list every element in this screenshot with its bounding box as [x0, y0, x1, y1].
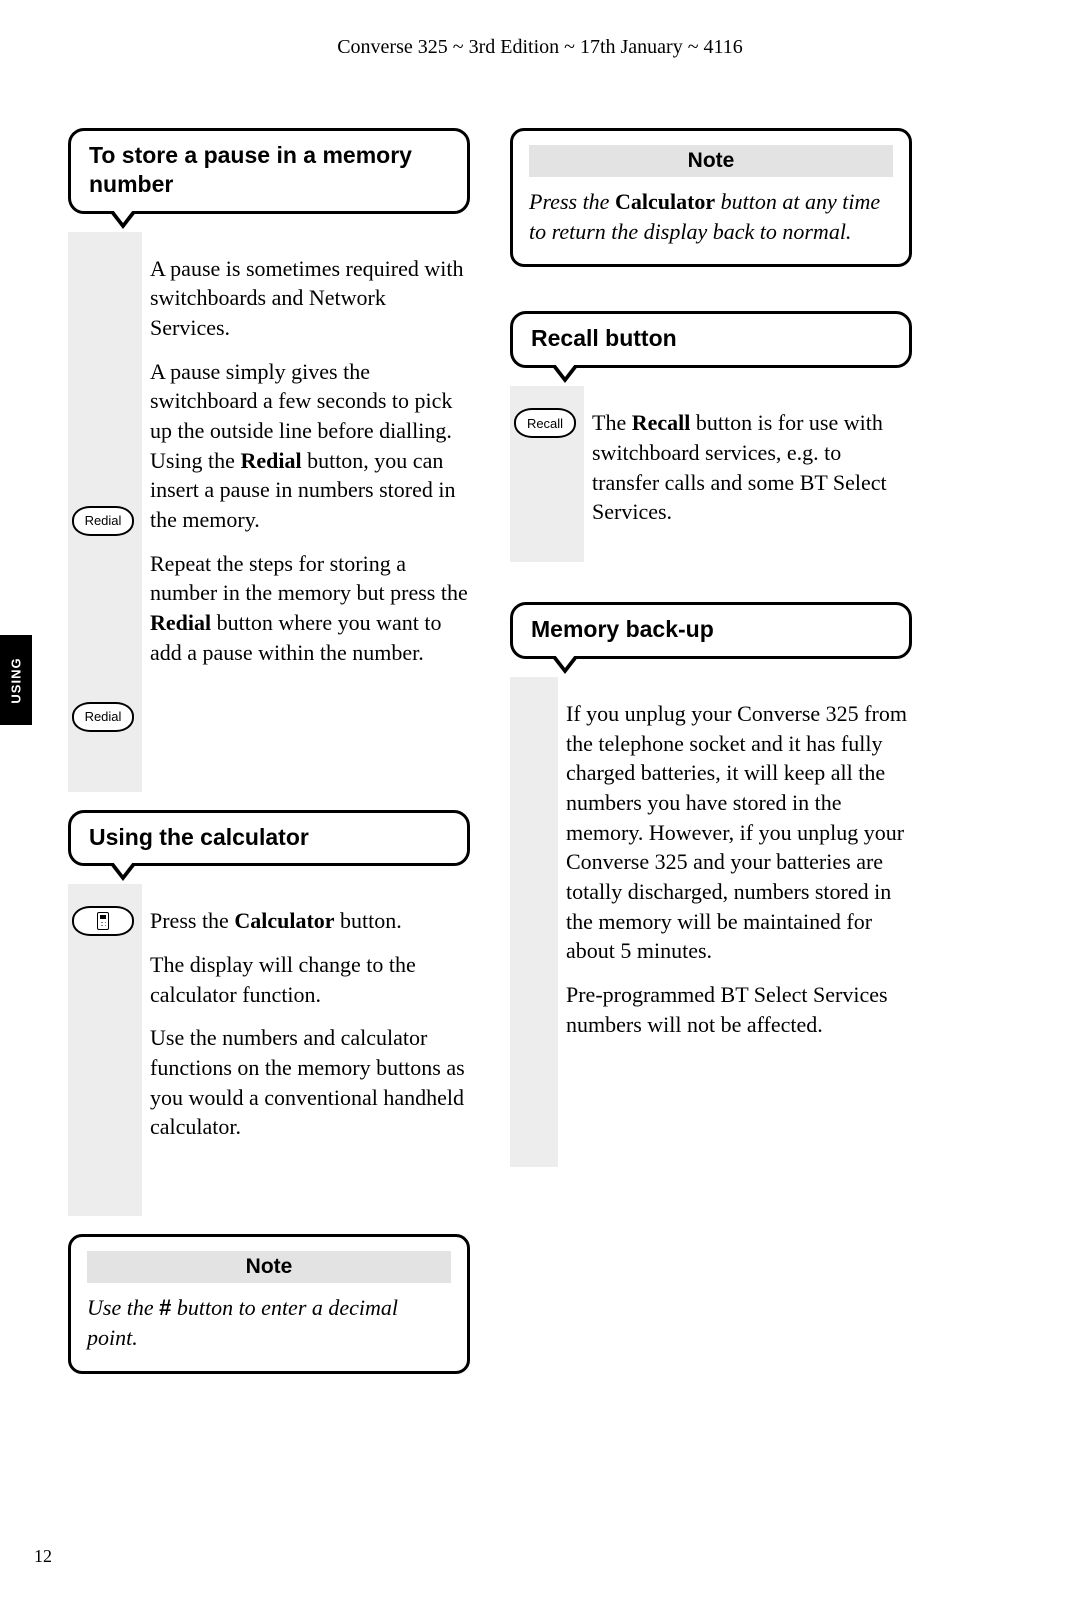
bold-text: Calculator — [615, 189, 715, 214]
side-tab-label: USING — [9, 657, 24, 703]
paragraph: If you unplug your Converse 325 from the… — [566, 699, 912, 966]
paragraph: The display will change to the calculato… — [150, 950, 470, 1009]
body-recall: Recall The Recall button is for use with… — [510, 386, 912, 562]
content-store-pause: A pause is sometimes required with switc… — [142, 232, 470, 792]
redial-button-icon: Redial — [72, 702, 134, 732]
heading-memory-backup: Memory back-up — [510, 602, 912, 659]
bold-text: Redial — [150, 610, 211, 635]
gutter-store-pause: Redial Redial — [68, 232, 142, 792]
content-memory-backup: If you unplug your Converse 325 from the… — [558, 677, 912, 1167]
bold-text: Calculator — [234, 908, 334, 933]
right-column: Note Press the Calculator button at any … — [510, 128, 912, 1167]
paragraph: A pause is sometimes required with switc… — [150, 254, 470, 343]
redial-button-icon: Redial — [72, 506, 134, 536]
text: Repeat the steps for storing a number in… — [150, 551, 468, 606]
gutter-memory-backup — [510, 677, 558, 1167]
page-number: 12 — [34, 1546, 52, 1567]
content-calculator: Press the Calculator button. The display… — [142, 884, 470, 1216]
content-recall: The Recall button is for use with switch… — [584, 386, 912, 562]
note-title: Note — [87, 1251, 451, 1283]
calculator-icon — [97, 912, 109, 930]
gutter-recall: Recall — [510, 386, 584, 562]
text: button. — [335, 908, 402, 933]
paragraph: The Recall button is for use with switch… — [592, 408, 912, 527]
bold-text: Recall — [632, 410, 691, 435]
note-body: Press the Calculator button at any time … — [529, 187, 893, 246]
hash-symbol: # — [159, 1295, 171, 1320]
gutter-calculator — [68, 884, 142, 1216]
text: Press the — [150, 908, 234, 933]
body-store-pause: Redial Redial A pause is sometimes requi… — [68, 232, 470, 792]
left-column: To store a pause in a memory number Redi… — [68, 128, 470, 1374]
body-calculator: Press the Calculator button. The display… — [68, 884, 470, 1216]
recall-button-icon: Recall — [514, 408, 576, 438]
paragraph: Repeat the steps for storing a number in… — [150, 549, 470, 668]
text: Press the — [529, 189, 615, 214]
text: Use the — [87, 1295, 159, 1320]
side-tab-using: USING — [0, 635, 32, 725]
note-box-calculator: Note Press the Calculator button at any … — [510, 128, 912, 267]
page-header: Converse 325 ~ 3rd Edition ~ 17th Januar… — [0, 36, 1080, 59]
text: The — [592, 410, 632, 435]
bold-text: Redial — [240, 448, 301, 473]
paragraph: Use the numbers and calculator functions… — [150, 1023, 470, 1142]
paragraph: Press the Calculator button. — [150, 906, 470, 936]
calculator-button-icon — [72, 906, 134, 936]
note-body: Use the # button to enter a decimal poin… — [87, 1293, 451, 1352]
body-memory-backup: If you unplug your Converse 325 from the… — [510, 677, 912, 1167]
heading-store-pause: To store a pause in a memory number — [68, 128, 470, 214]
note-title: Note — [529, 145, 893, 177]
heading-recall: Recall button — [510, 311, 912, 368]
paragraph: Pre-programmed BT Select Services number… — [566, 980, 912, 1039]
heading-calculator: Using the calculator — [68, 810, 470, 867]
note-box-hash: Note Use the # button to enter a decimal… — [68, 1234, 470, 1373]
paragraph: A pause simply gives the switchboard a f… — [150, 357, 470, 535]
